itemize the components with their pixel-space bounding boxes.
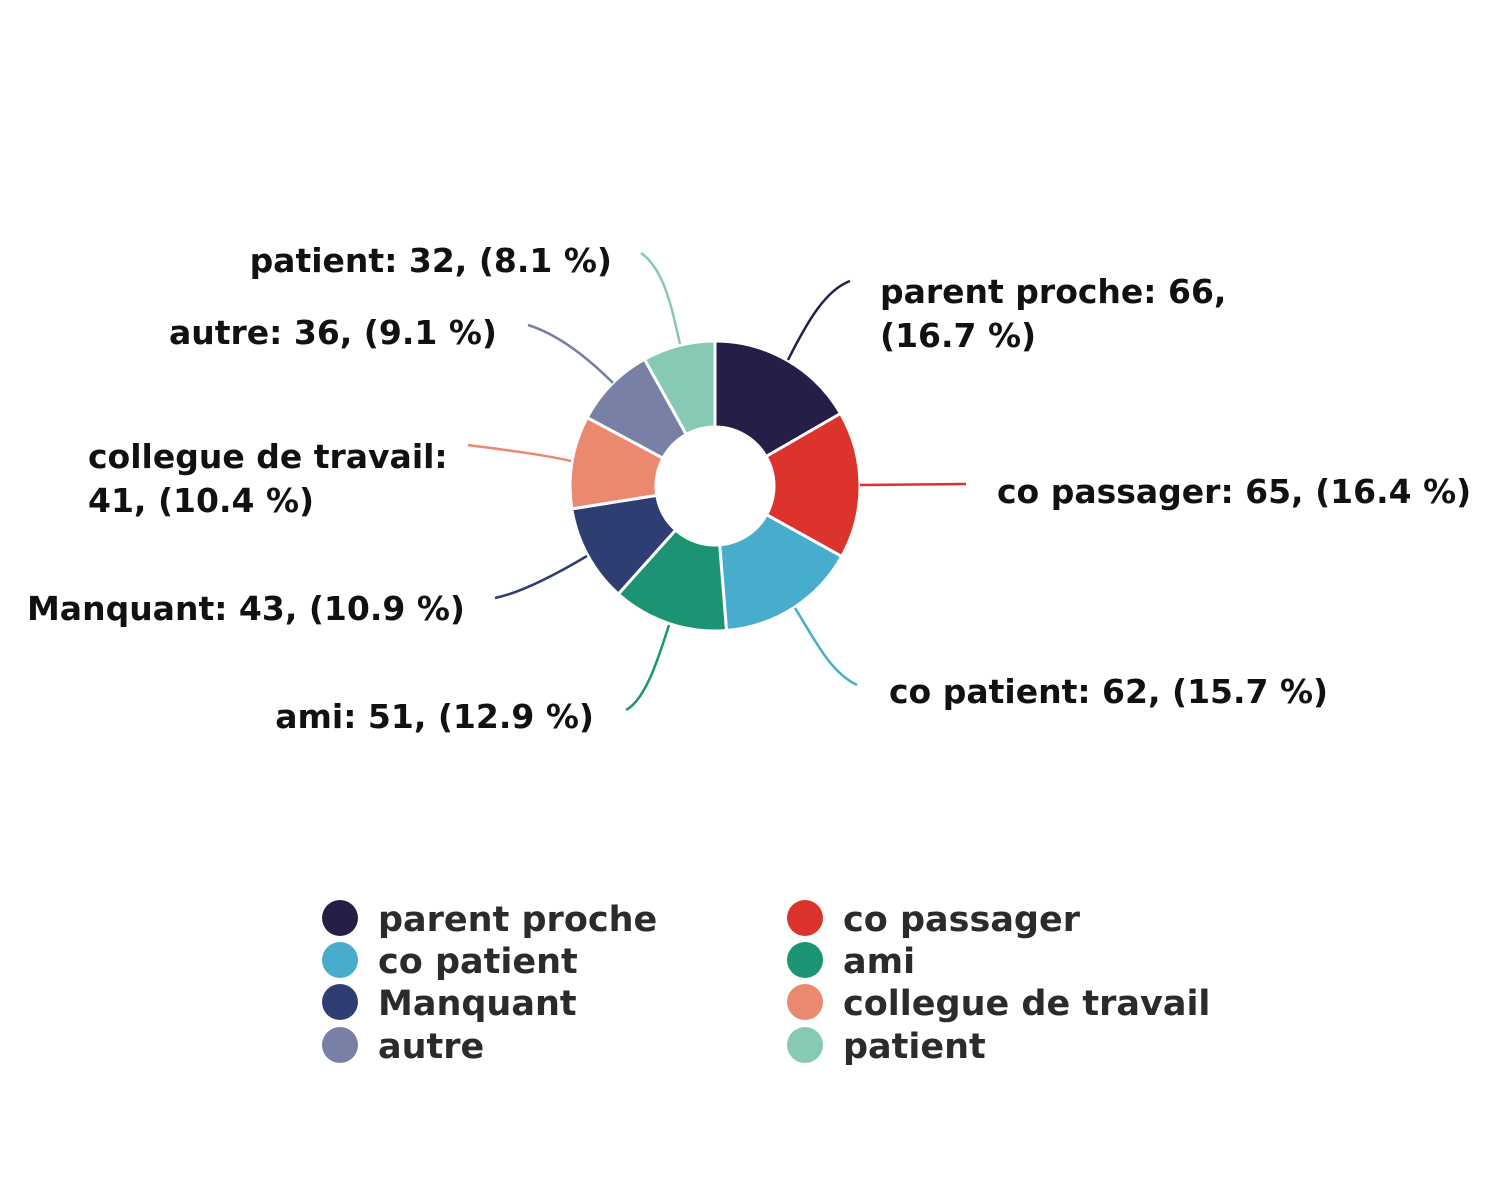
data-label-co-patient: co patient: 62, (15.7 %) [889,672,1328,711]
legend-swatch [322,1027,358,1063]
legend-item-collegue-de-travail: collegue de travail [787,984,1210,1024]
donut-slices [568,339,862,633]
legend-label: parent proche [378,900,657,940]
legend-label: co passager [843,900,1081,940]
legend-label: Manquant [378,984,577,1024]
leader-line-collegue-de-travail [467,443,572,463]
legend-item-ami: ami [787,942,915,982]
legend-item-manquant: Manquant [322,984,577,1024]
leader-lines [467,251,967,712]
legend-swatch [787,900,823,936]
legend-swatch [787,942,823,978]
leader-line-co-passager [859,482,967,487]
leader-line-co-patient [793,607,858,687]
legend-item-patient: patient [787,1027,986,1067]
legend: parent proche co passager co patient ami Man… [322,900,1210,1067]
slice-patient [642,339,717,437]
legend-swatch [322,984,358,1020]
leader-line-autre [527,323,614,384]
slice-co-patient [718,512,844,633]
legend-item-autre: autre [322,1027,484,1067]
data-label-co-passager: co passager: 65, (16.4 %) [997,472,1471,511]
leader-line-parent-proche [786,279,851,361]
data-label-parent-proche: parent proche: 66, (16.7 %) [880,272,1226,355]
data-label-autre: autre: 36, (9.1 %) [169,313,497,352]
legend-label: autre [378,1027,484,1067]
slice-parent-proche [713,339,843,459]
legend-label: patient [843,1027,986,1067]
data-labels: parent proche: 66, (16.7 %) co passager: 6… [27,241,1471,736]
legend-label: collegue de travail [843,984,1210,1024]
data-label-collegue-de-travail: collegue de travail: 41, (10.4 %) [88,437,448,520]
legend-item-co-patient: co patient [322,942,578,982]
leader-line-patient [640,251,682,345]
leader-line-ami [625,624,671,712]
legend-swatch [322,942,358,978]
data-label-ami: ami: 51, (12.9 %) [275,697,594,736]
legend-item-co-passager: co passager [787,900,1081,940]
legend-label: co patient [378,942,578,982]
legend-label: ami [843,942,915,982]
legend-swatch [787,984,823,1020]
leader-line-manquant [494,554,588,600]
data-label-patient: patient: 32, (8.1 %) [250,241,612,280]
legend-item-parent-proche: parent proche [322,900,657,940]
legend-swatch [322,900,358,936]
data-label-manquant: Manquant: 43, (10.9 %) [27,589,465,628]
legend-swatch [787,1027,823,1063]
slice-co-passager [764,411,862,559]
